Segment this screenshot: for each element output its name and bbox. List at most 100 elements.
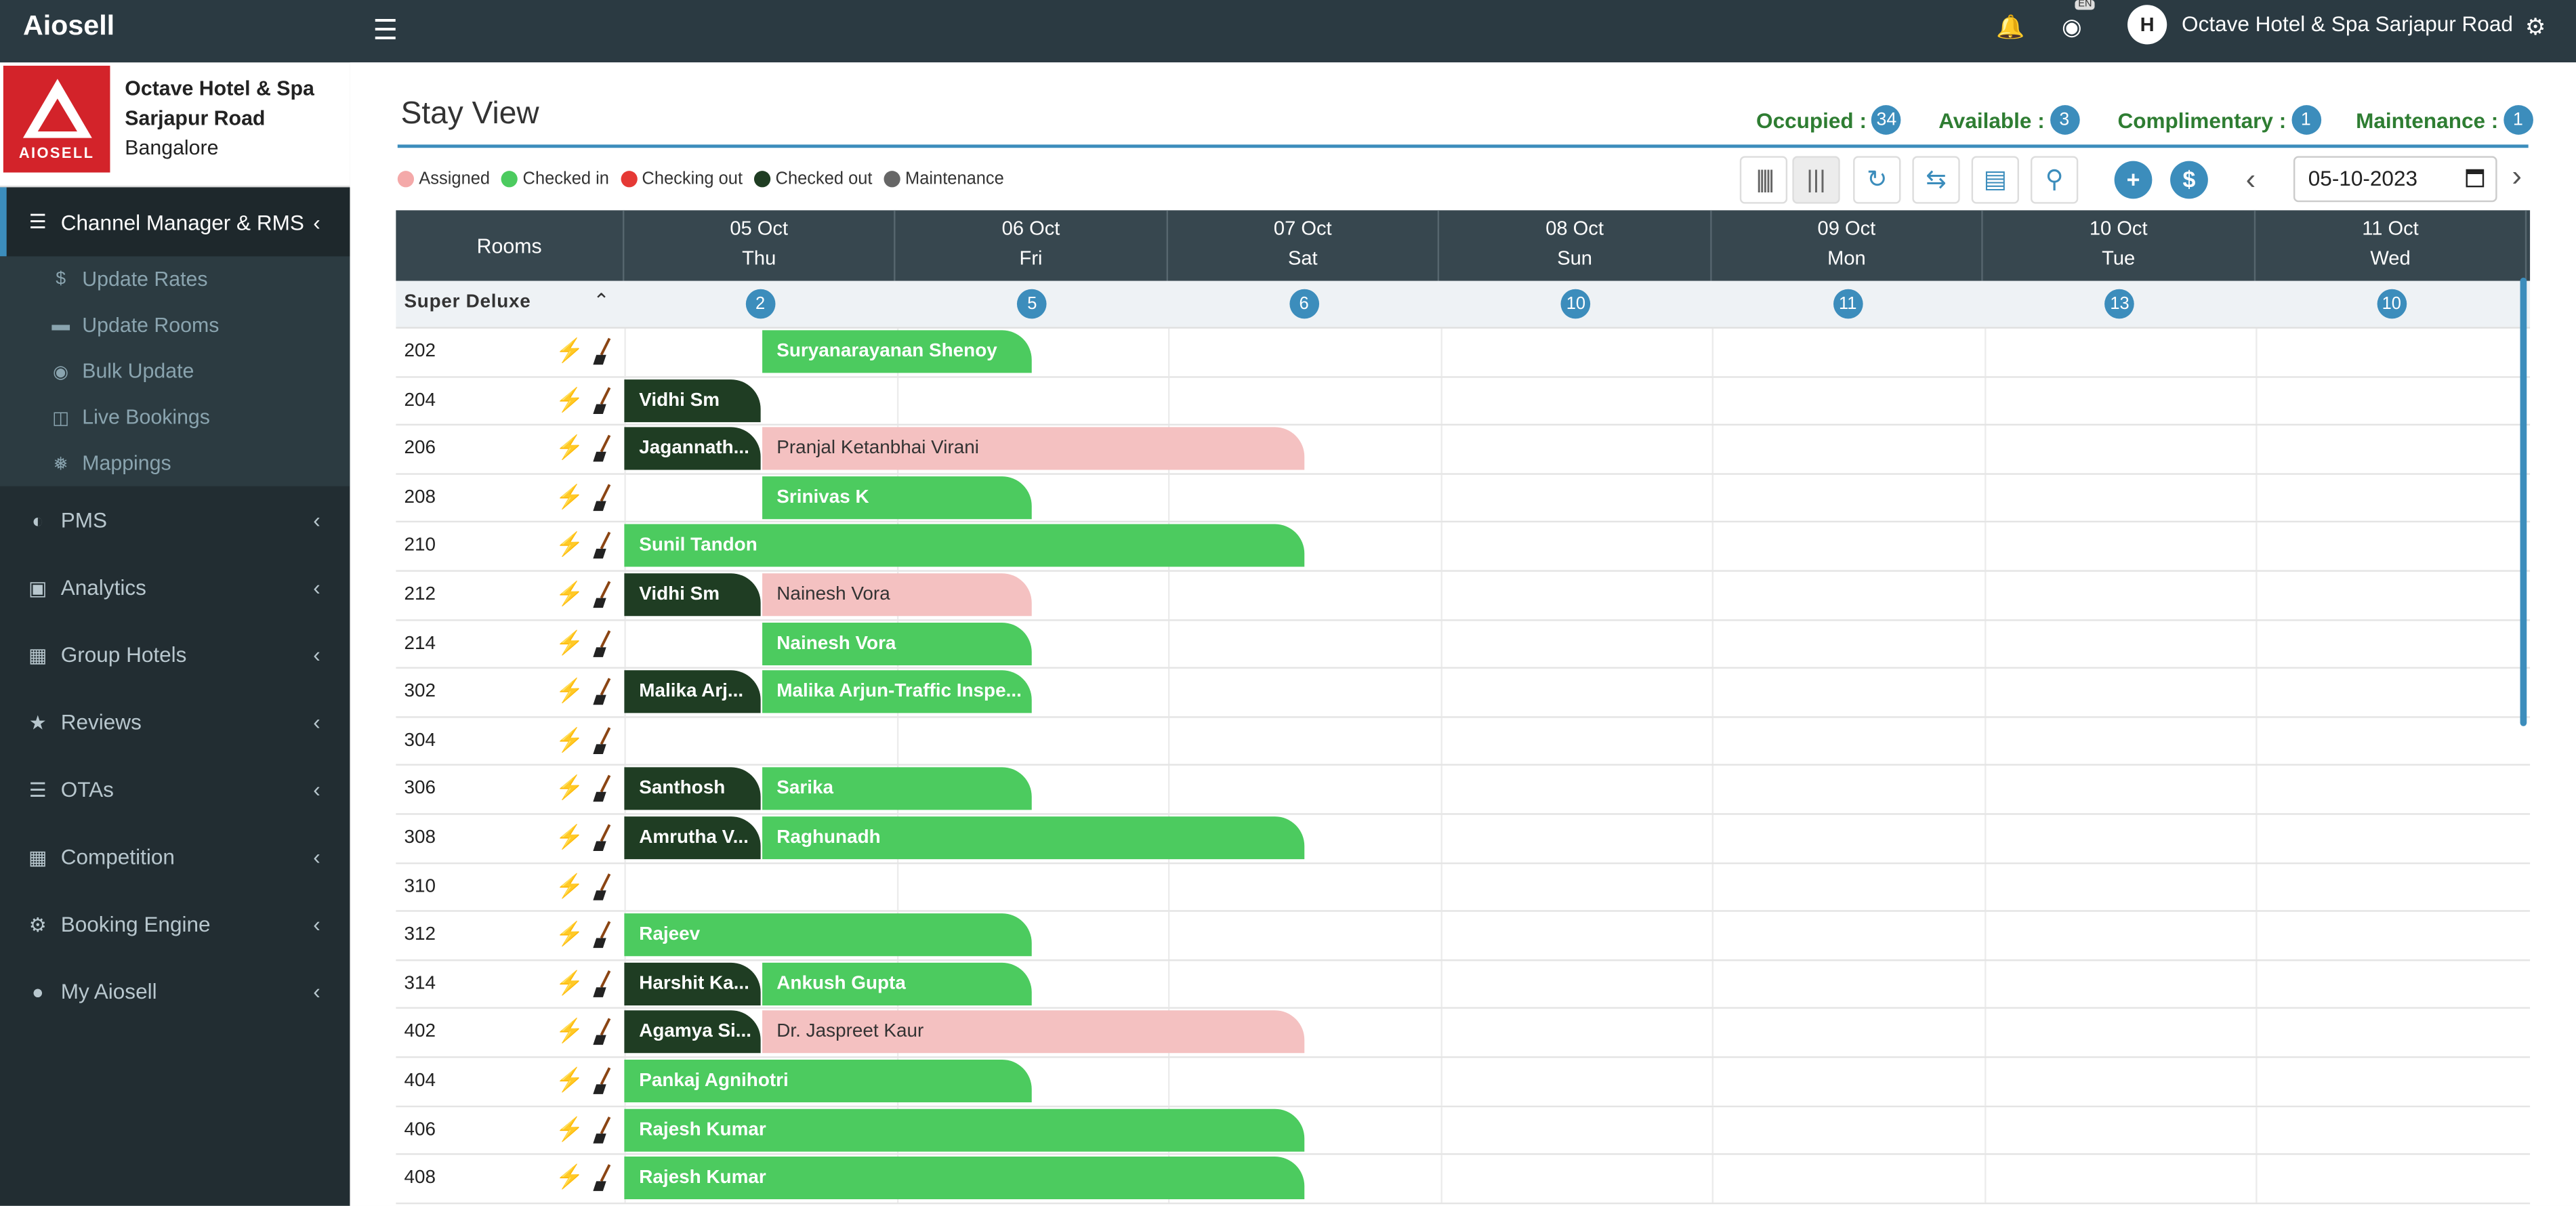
sidebar-subitem-mappings[interactable]: ❅ Mappings — [0, 440, 350, 486]
booking-bar[interactable]: Rajesh Kumar — [624, 1157, 1304, 1200]
add-booking-icon[interactable]: + — [2114, 160, 2153, 199]
day-cell[interactable] — [1440, 669, 1711, 716]
booking-bar[interactable]: Santhosh — [624, 768, 761, 811]
day-cell[interactable] — [2256, 1009, 2527, 1056]
day-cell[interactable] — [2256, 474, 2527, 522]
broom-housekeeping-icon[interactable] — [593, 1066, 612, 1096]
day-cell[interactable] — [2256, 1058, 2527, 1105]
booking-bar[interactable]: Nainesh Vora — [762, 573, 1033, 617]
calendar-icon[interactable] — [2466, 169, 2485, 188]
day-cell[interactable] — [1440, 425, 1711, 473]
broom-housekeeping-icon[interactable] — [593, 386, 612, 415]
day-cell[interactable] — [1440, 328, 1711, 376]
language-globe-icon[interactable]: ◉ — [2062, 13, 2082, 40]
chevron-left-icon[interactable]: ‹ — [2245, 161, 2256, 195]
day-cell[interactable] — [624, 620, 896, 667]
day-cell[interactable] — [624, 863, 896, 911]
day-cell[interactable] — [2256, 960, 2527, 1008]
day-cell[interactable] — [1983, 1106, 2256, 1154]
day-cell[interactable] — [1983, 1058, 2256, 1105]
day-cell[interactable] — [1440, 474, 1711, 522]
booking-bar[interactable]: Amrutha V... — [624, 816, 761, 859]
bolt-icon[interactable]: ⚡ — [555, 1066, 584, 1093]
day-cell[interactable] — [1440, 1009, 1711, 1056]
room-number[interactable]: 306 — [404, 779, 436, 799]
day-cell[interactable] — [1711, 960, 1984, 1008]
day-cell[interactable] — [2256, 1155, 2527, 1203]
broom-housekeeping-icon[interactable] — [593, 531, 612, 561]
day-cell[interactable] — [2256, 863, 2527, 911]
day-cell[interactable] — [1711, 1155, 1984, 1203]
bolt-icon[interactable]: ⚡ — [555, 774, 584, 801]
day-cell[interactable] — [2256, 522, 2527, 570]
booking-bar[interactable]: Ankush Gupta — [762, 962, 1033, 1005]
room-number[interactable]: 408 — [404, 1168, 436, 1188]
bolt-icon[interactable]: ⚡ — [555, 677, 584, 704]
room-number[interactable]: 208 — [404, 487, 436, 507]
day-cell[interactable] — [1440, 912, 1711, 959]
day-cell[interactable] — [2256, 766, 2527, 814]
broom-housekeeping-icon[interactable] — [593, 1115, 612, 1144]
broom-housekeeping-icon[interactable] — [593, 726, 612, 755]
day-cell[interactable] — [1983, 960, 2256, 1008]
day-cell[interactable] — [1440, 766, 1711, 814]
day-cell[interactable] — [1440, 863, 1711, 911]
day-cell[interactable] — [1983, 669, 2256, 716]
day-cell[interactable] — [2256, 377, 2527, 425]
room-number[interactable]: 404 — [404, 1070, 436, 1091]
booking-bar[interactable]: Nainesh Vora — [762, 621, 1033, 665]
booking-bar[interactable]: Raghunadh — [762, 816, 1304, 859]
hamburger-menu-icon[interactable]: ☰ — [373, 14, 398, 46]
day-cell[interactable] — [1983, 620, 2256, 667]
day-cell[interactable] — [1167, 1058, 1440, 1105]
app-logo[interactable]: Aiosell — [0, 0, 350, 63]
day-cell[interactable] — [1983, 1009, 2256, 1056]
day-cell[interactable] — [1711, 571, 1984, 619]
booking-bar[interactable]: Jagannath... — [624, 427, 761, 470]
date-picker-input[interactable]: 05-10-2023 — [2293, 156, 2497, 203]
booking-bar[interactable]: Vidhi Sm — [624, 379, 761, 422]
bolt-icon[interactable]: ⚡ — [555, 920, 584, 947]
refresh-icon[interactable]: ↻ — [1853, 155, 1901, 203]
sidebar-item-analytics[interactable]: ▣ Analytics ‹ — [0, 554, 350, 621]
day-cell[interactable] — [1711, 522, 1984, 570]
avatar[interactable]: H — [2127, 5, 2167, 45]
day-cell[interactable] — [1440, 522, 1711, 570]
day-cell[interactable] — [2256, 425, 2527, 473]
broom-housekeeping-icon[interactable] — [593, 580, 612, 610]
day-cell[interactable] — [1711, 912, 1984, 959]
bolt-icon[interactable]: ⚡ — [555, 968, 584, 995]
booking-bar[interactable]: Srinivas K — [762, 476, 1033, 519]
day-cell[interactable] — [1440, 718, 1711, 765]
day-cell[interactable] — [1167, 718, 1440, 765]
broom-housekeeping-icon[interactable] — [593, 823, 612, 853]
bolt-icon[interactable]: ⚡ — [555, 337, 584, 363]
category-row[interactable]: Super Deluxe ⌃ 2 5 6 10 11 13 10 — [396, 280, 2531, 329]
day-cell[interactable] — [1167, 960, 1440, 1008]
day-cell[interactable] — [2256, 814, 2527, 862]
wide-view-icon[interactable]: ||| — [1792, 155, 1840, 203]
sidebar-subitem-bulk-update[interactable]: ◉ Bulk Update — [0, 348, 350, 394]
day-cell[interactable] — [1983, 814, 2256, 862]
bolt-icon[interactable]: ⚡ — [555, 726, 584, 752]
day-cell[interactable] — [2256, 669, 2527, 716]
day-cell[interactable] — [1983, 328, 2256, 376]
day-cell[interactable] — [1711, 766, 1984, 814]
bolt-icon[interactable]: ⚡ — [555, 871, 584, 898]
day-cell[interactable] — [1983, 718, 2256, 765]
room-number[interactable]: 314 — [404, 974, 436, 994]
broom-housekeeping-icon[interactable] — [593, 920, 612, 950]
booking-bar[interactable]: Pranjal Ketanbhai Virani — [762, 427, 1304, 470]
dollar-rates-icon[interactable]: $ — [2170, 160, 2208, 199]
day-cell[interactable] — [1440, 1106, 1711, 1154]
room-number[interactable]: 304 — [404, 730, 436, 751]
booking-bar[interactable]: Malika Arj... — [624, 670, 761, 713]
top-hotel-name[interactable]: Octave Hotel & Spa Sarjapur Road — [2182, 11, 2513, 37]
sidebar-subitem-update-rooms[interactable]: ▬ Update Rooms — [0, 302, 350, 348]
dense-view-icon[interactable]: ||||| — [1739, 155, 1788, 203]
booking-bar[interactable]: Sarika — [762, 768, 1033, 811]
room-number[interactable]: 312 — [404, 925, 436, 945]
sidebar-item-my-aiosell[interactable]: ● My Aiosell ‹ — [0, 958, 350, 1025]
bolt-icon[interactable]: ⚡ — [555, 482, 584, 510]
day-cell[interactable] — [2256, 620, 2527, 667]
